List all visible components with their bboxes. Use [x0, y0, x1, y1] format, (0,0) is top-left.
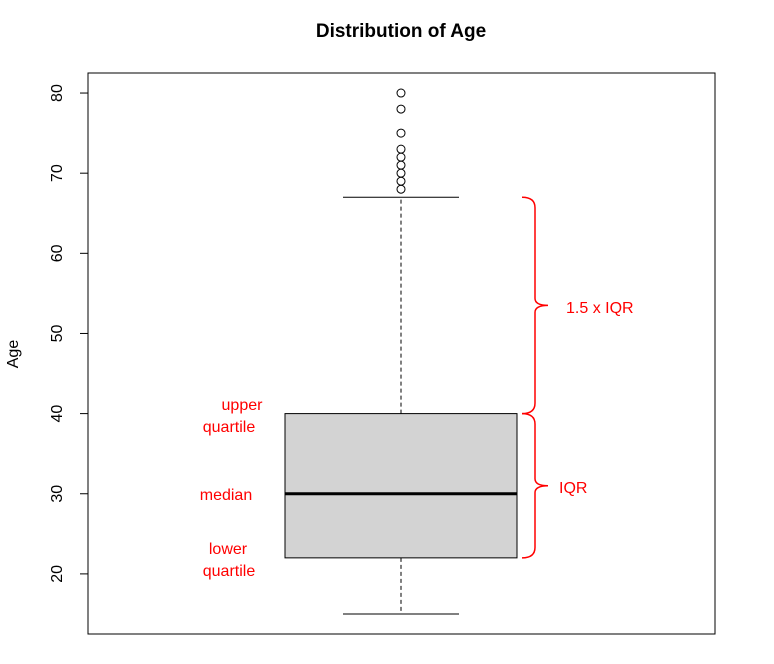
chart-title: Distribution of Age	[316, 21, 486, 42]
outlier-point	[396, 104, 406, 114]
y-tick-label: 50	[49, 324, 66, 342]
one-point-five-iqr-label: 1.5 x IQR	[566, 300, 634, 317]
outlier-point	[396, 168, 406, 178]
brace-iqr	[521, 412, 549, 559]
lower-quartile-label-line2: quartile	[203, 563, 256, 580]
box-plot	[284, 88, 518, 615]
y-tick-label: 70	[49, 164, 66, 182]
y-tick-label: 30	[49, 485, 66, 503]
iqr-label: IQR	[559, 480, 587, 497]
outlier-point	[396, 176, 406, 186]
y-axis: 20 30 40 50 60 70 80	[49, 84, 89, 583]
upper-quartile-label-line2: quartile	[203, 419, 256, 436]
annotations: upper quartile median lower quartile 1.5…	[200, 196, 634, 580]
y-tick-label: 20	[49, 565, 66, 583]
lower-quartile-label-line1: lower	[209, 541, 248, 558]
iqr-box	[284, 413, 518, 559]
brace-1-5-iqr	[521, 196, 549, 415]
outlier-point	[396, 160, 406, 170]
y-axis-label: Age	[5, 340, 22, 369]
upper-quartile-label-line1: upper	[222, 397, 264, 414]
outlier-point	[396, 128, 406, 138]
outlier-point	[396, 88, 406, 98]
outlier-point	[396, 184, 406, 194]
y-tick-label: 40	[49, 405, 66, 423]
outlier-point	[396, 144, 406, 154]
y-tick-label: 80	[49, 84, 66, 102]
outlier-points	[396, 88, 406, 194]
median-label: median	[200, 487, 252, 504]
outlier-point	[396, 152, 406, 162]
y-tick-label: 60	[49, 244, 66, 262]
